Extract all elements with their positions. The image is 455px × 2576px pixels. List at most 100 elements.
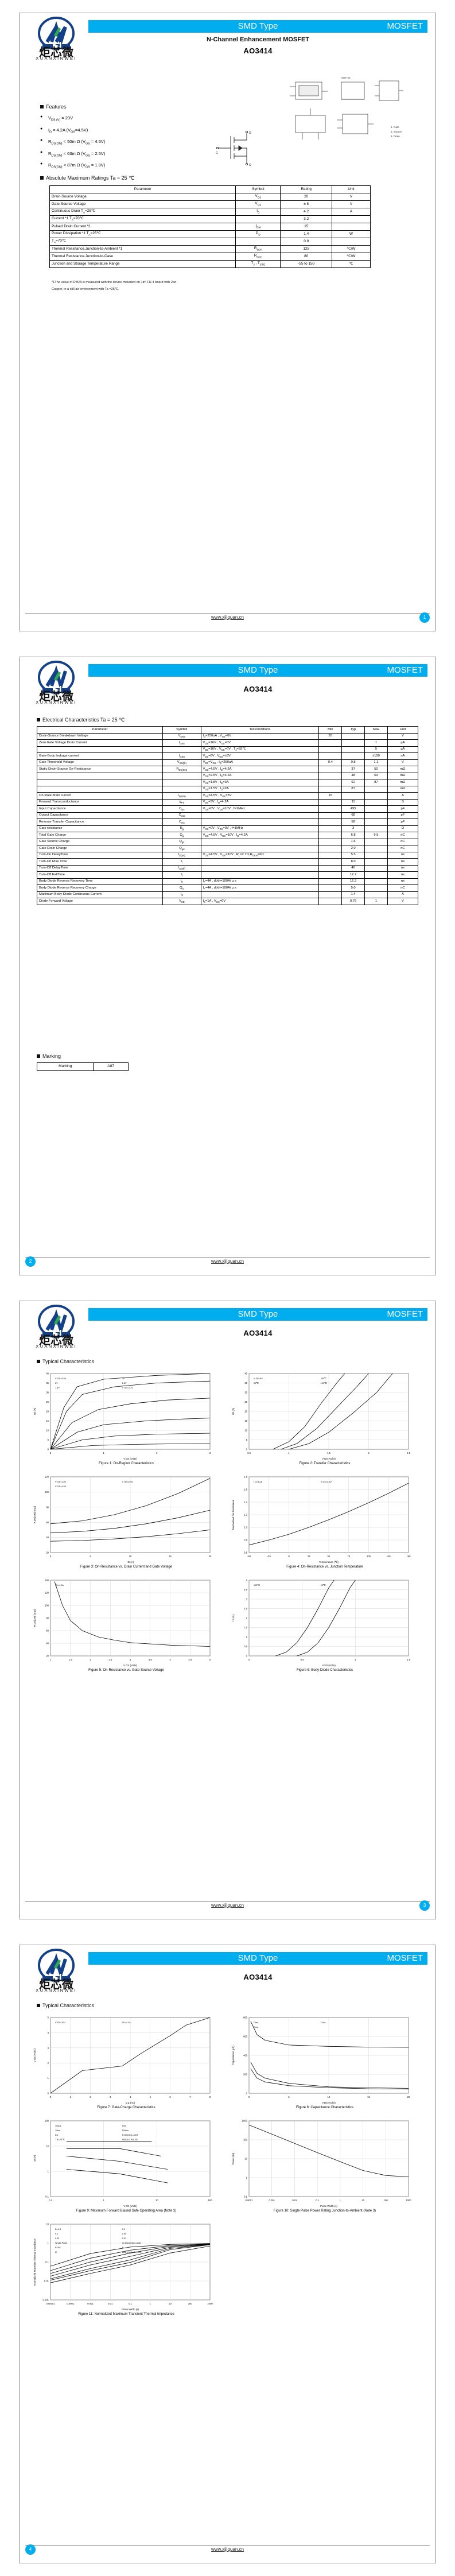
table-cell: 6.8 [341,832,365,839]
svg-text:100: 100 [45,2119,49,2122]
svg-text:6: 6 [169,2096,171,2098]
table-header-cell: Max [364,726,388,734]
table-cell: 48 [341,772,365,779]
table-cell: mΩ [387,785,419,793]
table-cell: pF [387,812,419,819]
svg-text:0.1: 0.1 [129,2302,132,2305]
footer-url[interactable]: www.xijiquan.cn [211,1259,244,1264]
table-cell: Static Drain-Source On-Resistance [36,766,164,773]
table-cell: ℃/W [331,253,371,261]
svg-text:0.001: 0.001 [87,2302,94,2305]
svg-text:V GS=4.5V: V GS=4.5V [321,1481,332,1483]
company-name-cn: 炬芯微 [39,1333,73,1347]
table-row: Body Diode Reverse Recovery Time trr IF=4A… [36,878,419,885]
footer-url[interactable]: www.xijiquan.cn [211,2547,244,2552]
svg-text:3. Drain: 3. Drain [391,135,400,138]
table-cell [200,812,320,819]
svg-text:1: 1 [150,2302,151,2305]
svg-text:1: 1 [48,2077,49,2080]
table-cell: VGS=4.5V , VDS=5V [200,792,320,800]
type-banner: SMD Type MOSFET [88,1952,427,1965]
table-cell: Ω [387,825,419,832]
table-cell [318,752,343,760]
svg-text:Q g (nC): Q g (nC) [126,2101,135,2104]
company-name-pinyin: XUANXINWEI [36,1988,77,1993]
table-cell: mΩ [387,766,419,773]
table-row: Body Diode Reverse Recovery Charge Qrr IF=… [36,884,419,892]
table-cell: 1.1 [364,759,388,766]
svg-text:2: 2 [246,1616,248,1619]
table-cell: pF [387,818,419,826]
table-cell: 12.7 [341,871,365,879]
table-cell: Crss [162,818,201,826]
svg-text:V DS (Volts): V DS (Volts) [123,2205,137,2208]
svg-text:1: 1 [48,2241,49,2244]
table-header-cell: Parameter [36,726,164,734]
svg-text:Duty Cycle, D=t1/t2: Duty Cycle, D=t1/t2 [122,2251,141,2253]
svg-text:10: 10 [46,2222,49,2225]
svg-text:D=0.5: D=0.5 [55,2228,61,2230]
bullet-square-icon [37,1360,40,1363]
table-cell [318,878,343,885]
typical-characteristics-charts: 0 1 2 3 4 5 6 7 8 0 1 2 3 4 5 V DS=10V I D=4.2A Q g (nC) V… [31,2013,424,2322]
table-cell [364,878,388,885]
svg-text:0.0001: 0.0001 [246,2199,253,2202]
svg-text:5: 5 [48,1438,49,1441]
company-name-pinyin: XUANXINWEI [36,56,77,61]
table-cell: VSD [162,898,201,905]
svg-text:V SD (Volts): V SD (Volts) [322,1664,336,1667]
table-row: Thermal Resistance.Junction-to-Case RthJC… [49,253,371,261]
svg-text:1: 1 [340,2199,341,2202]
page-number-badge: 1 [419,612,430,623]
svg-text:2V: 2V [55,1382,58,1384]
table-cell: 62 [341,779,365,786]
company-name-pinyin: XUANXINWEI [36,700,77,705]
table-cell: ns [387,858,419,866]
table-header-cell: Unit [331,185,371,193]
table-row: Turn-On DelayTime tD(on) VGS=4.5V , VDS=10… [36,851,419,859]
svg-text:15: 15 [367,2096,370,2098]
table-cell: ns [387,864,419,872]
svg-text:10: 10 [155,2199,158,2202]
table-cell: 1 [364,898,388,905]
page-3: 炬芯微 XUANXINWEI SMD Type MOSFET AO3414 Ty… [0,1288,455,1932]
svg-text:10: 10 [244,1429,247,1432]
table-cell: Coss [162,812,201,819]
table-row: Power Dissipation *1 TA=25℃ PD 1.4 W [49,230,371,238]
feature-item: ID = 4.2A (VGS=4.5V) [40,127,207,134]
page-number-badge: 2 [25,1256,36,1267]
svg-text:R DS(ON) (mΩ): R DS(ON) (mΩ) [33,1609,36,1627]
table-cell: TJ , TSTG [235,260,281,268]
table-cell: 9.5 [364,832,388,839]
footer-url[interactable]: www.xijiquan.cn [211,615,244,620]
bullet-square-icon [40,105,44,108]
table-row: Input Capacitance Ciss VGS=0V , VDS=10V , … [36,805,419,813]
svg-text:15: 15 [169,1555,172,1558]
table-cell: Gate-Source Voltage [49,200,236,208]
table-cell: 40 [341,864,365,872]
features-heading: Features [40,104,67,110]
svg-text:0.1: 0.1 [55,2233,58,2235]
table-cell: VGS(th) [162,759,201,766]
table-cell [200,864,320,872]
table-header-cell: Symbol [235,185,281,193]
table-cell: Zero Gate Voltage Drain Current [36,739,164,747]
table-cell: ± 8 [280,200,332,208]
table-row: Gate Source Charge Qgs 1.6 nC [36,838,419,845]
table-cell: gFS [162,798,201,806]
table-cell: nC [387,884,419,892]
bullet-square-icon [37,718,40,721]
svg-text:Pulse Width (s): Pulse Width (s) [320,2205,337,2208]
table-cell: Turn-Off DelayTime [36,864,164,872]
table-cell: µA [387,739,419,747]
svg-text:1.5V: 1.5V [55,1387,60,1389]
svg-text:1: 1 [103,2199,104,2202]
svg-text:40: 40 [244,1372,247,1375]
svg-text:50: 50 [328,1555,330,1558]
table-cell: 50 [364,766,388,773]
page-3-frame: 炬芯微 XUANXINWEI SMD Type MOSFET AO3414 Ty… [19,1301,436,1919]
table-cell: VDS=16V , VGS=0V , TJ=55℃ [200,746,320,753]
table-cell: nC [387,838,419,845]
footer-url[interactable]: www.xijiquan.cn [211,1903,244,1908]
svg-text:R DS(ON) LIMIT: R DS(ON) LIMIT [122,2134,139,2136]
